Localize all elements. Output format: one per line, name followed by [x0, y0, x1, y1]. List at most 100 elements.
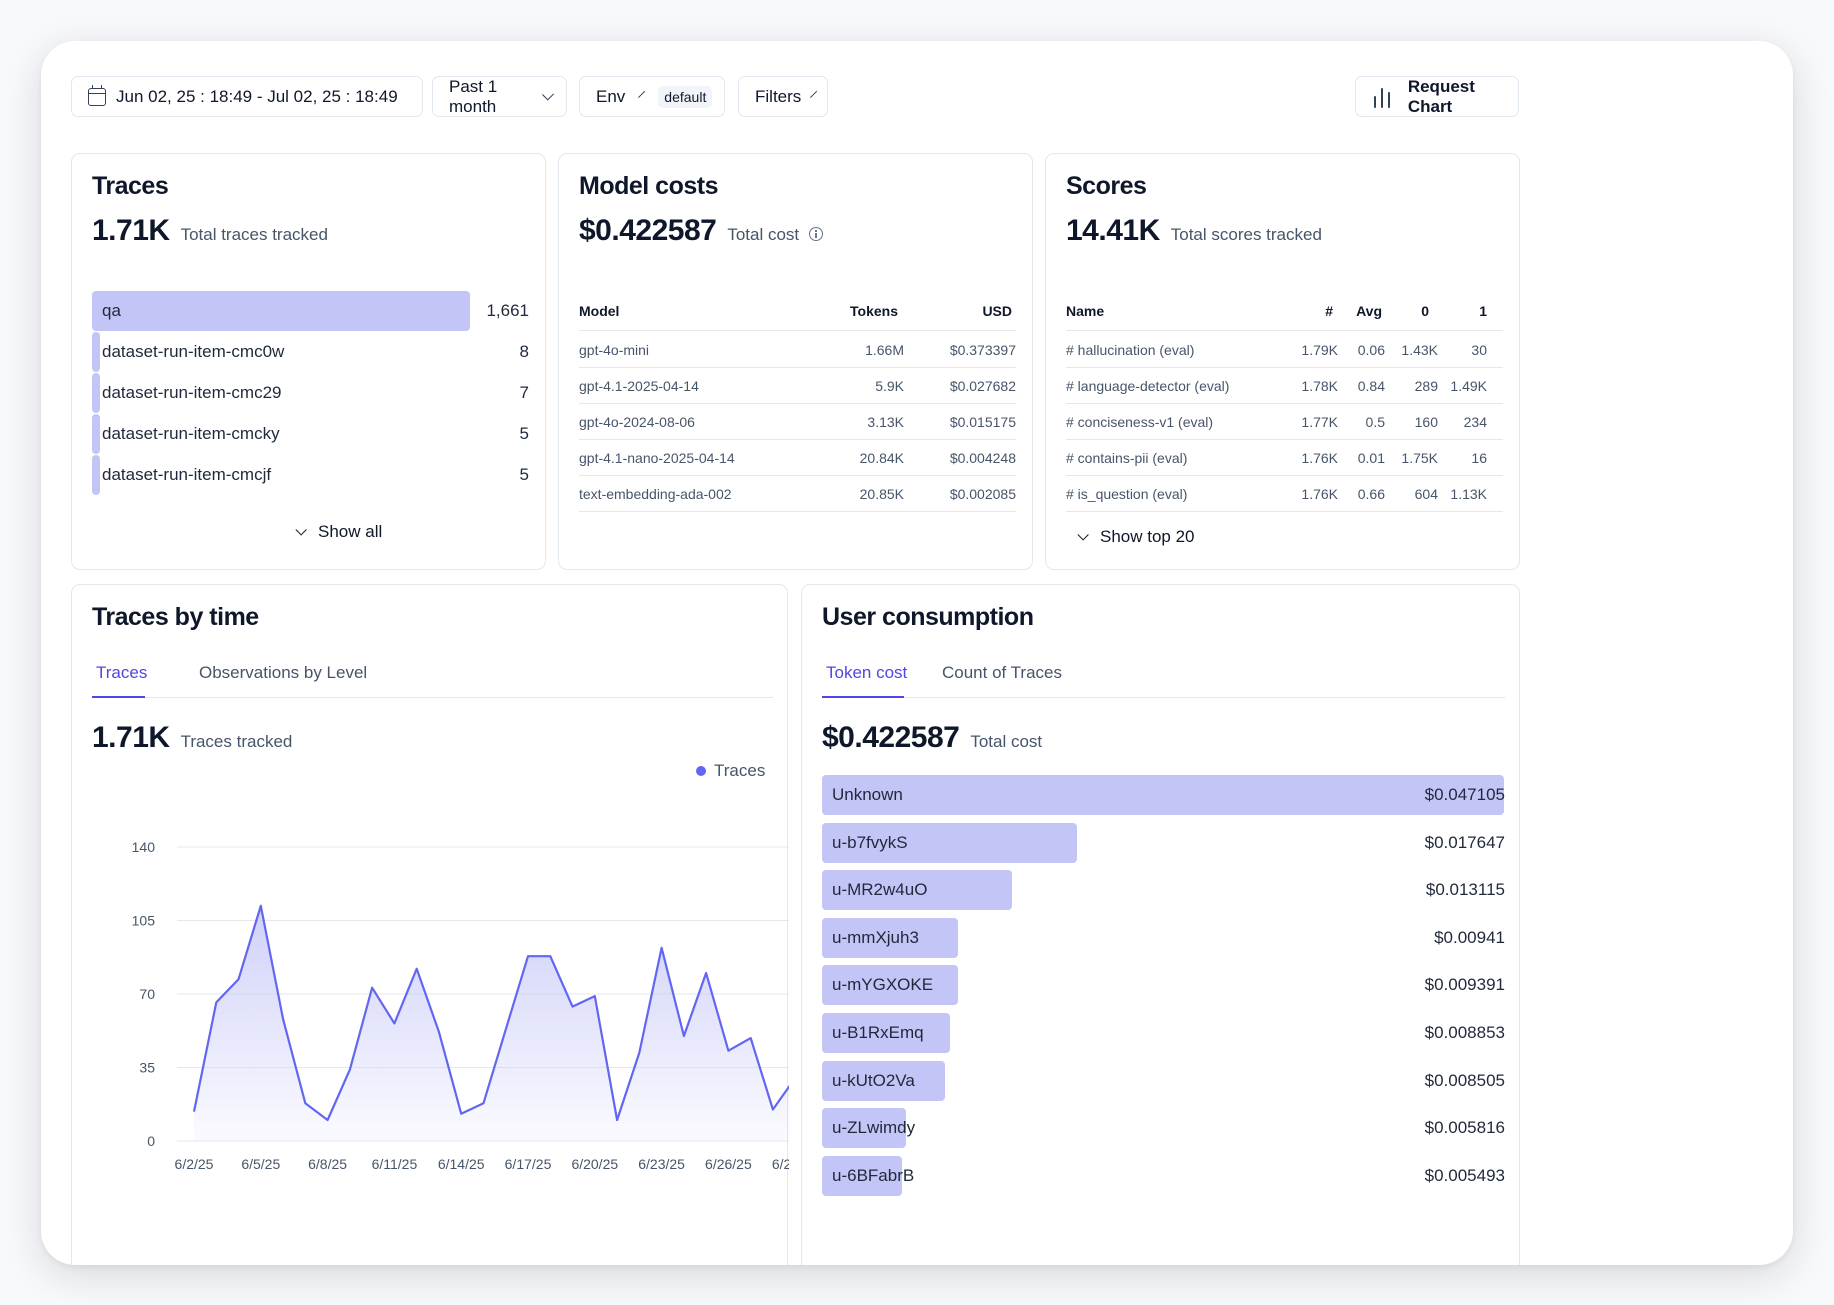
table-cell: 1.66M [865, 342, 904, 358]
tab-token-cost[interactable]: Token cost [826, 663, 908, 682]
user-consumption-item[interactable]: u-6BFabrB $0.005493 [822, 1155, 1505, 1196]
metric-value: 1.71K [92, 721, 170, 754]
user-consumption-item[interactable]: u-mmXjuh3 $0.00941 [822, 917, 1505, 958]
dashboard-window: Jun 02, 25 : 18:49 - Jul 02, 25 : 18:49 … [41, 41, 1793, 1265]
traces-line [192, 904, 789, 1122]
table-cell: 20.85K [859, 486, 904, 502]
trace-name: dataset-run-item-cmc0w [102, 342, 285, 361]
card-title: Scores [1066, 172, 1147, 200]
tab-observations-by-level[interactable]: Observations by Level [199, 663, 368, 682]
metric-value: $0.422587 [579, 214, 717, 247]
chevron-down-icon [1077, 529, 1089, 541]
trace-count: 5 [519, 424, 529, 443]
trace-list-item[interactable]: dataset-run-item-cmc0w 8 [92, 332, 529, 372]
table-cell: 1.75K [1401, 450, 1438, 466]
user-consumption-item[interactable]: u-ZLwimdy $0.005816 [822, 1108, 1505, 1149]
x-tick-label: 6/5/25 [241, 1156, 280, 1172]
chart-legend: Traces [696, 761, 765, 781]
user-cost: $0.005493 [1424, 1165, 1505, 1185]
table-row: text-embedding-ada-002 20.85K $0.002085 [579, 476, 1016, 512]
x-tick-label: 6/2/25 [175, 1156, 214, 1172]
table-cell: # contains-pii (eval) [1066, 450, 1188, 466]
tab-count-of-traces[interactable]: Count of Traces [942, 663, 1063, 682]
table-cell: $0.004248 [949, 450, 1016, 466]
table-cell: 0.84 [1357, 378, 1385, 394]
table-header: Model Tokens USD [579, 291, 1016, 331]
user-cost-bar [822, 1155, 902, 1196]
env-select[interactable]: Env default [579, 76, 725, 117]
table-cell: # hallucination (eval) [1066, 342, 1195, 358]
date-range-text: Jun 02, 25 : 18:49 - Jul 02, 25 : 18:49 [116, 86, 398, 106]
traces-metric: 1.71K Total traces tracked [92, 214, 328, 248]
table-cell: 20.84K [859, 450, 904, 466]
user-name: Unknown [832, 785, 903, 804]
filters-label: Filters [755, 86, 802, 106]
user-consumption-item[interactable]: u-b7fvykS $0.017647 [822, 822, 1505, 863]
y-tick-label: 0 [147, 1133, 155, 1149]
filters-button[interactable]: Filters [738, 76, 828, 117]
table-cell: 234 [1463, 414, 1487, 430]
column-header: # [1325, 303, 1333, 319]
table-cell: $0.015175 [949, 414, 1016, 430]
show-top-button[interactable]: Show top 20 [1077, 527, 1195, 547]
user-name: u-kUtO2Va [832, 1070, 915, 1090]
metric-label: Total traces tracked [180, 225, 328, 244]
y-tick-label: 105 [132, 913, 156, 929]
user-consumption-item[interactable]: u-kUtO2Va $0.008505 [822, 1060, 1505, 1101]
table-row: gpt-4.1-2025-04-14 5.9K $0.027682 [579, 368, 1016, 404]
table-cell: $0.373397 [949, 342, 1016, 358]
x-tick-label: 6/8/25 [308, 1156, 347, 1172]
active-tab-indicator [92, 696, 145, 698]
table-row: gpt-4.1-nano-2025-04-14 20.84K $0.004248 [579, 440, 1016, 476]
y-tick-label: 35 [139, 1060, 155, 1076]
x-tick-label: 6/11/25 [372, 1156, 418, 1172]
table-cell: $0.002085 [949, 486, 1016, 502]
trace-list-item[interactable]: dataset-run-item-cmcky 5 [92, 414, 529, 454]
metric-label: Total scores tracked [1170, 225, 1322, 244]
x-tick-label: 6/20/25 [571, 1156, 618, 1172]
scores-metric: 14.41K Total scores tracked [1066, 214, 1322, 248]
y-tick-label: 140 [132, 839, 156, 855]
trace-name: dataset-run-item-cmcky [102, 424, 280, 443]
user-consumption-item[interactable]: Unknown $0.047105 [822, 775, 1505, 815]
show-all-button[interactable]: Show all [295, 522, 382, 542]
table-cell: 289 [1414, 378, 1438, 394]
metric-value: $0.422587 [822, 721, 960, 754]
dashboard: Jun 02, 25 : 18:49 - Jul 02, 25 : 18:49 … [71, 76, 1768, 1265]
user-name: u-B1RxEmq [832, 1023, 924, 1042]
user-consumption-card: User consumption Token cost Count of Tra… [801, 584, 1520, 1265]
period-select[interactable]: Past 1 month [432, 76, 567, 117]
user-name: u-b7fvykS [832, 832, 908, 852]
column-header: Tokens [850, 303, 898, 319]
user-consumption-item[interactable]: u-MR2w4uO $0.013115 [822, 870, 1505, 911]
user-cost: $0.00941 [1434, 927, 1505, 947]
trace-list-item[interactable]: qa 1,661 [92, 291, 529, 331]
trace-list-item[interactable]: dataset-run-item-cmcjf 5 [92, 455, 529, 495]
card-title: Traces by time [92, 603, 259, 631]
date-range-picker[interactable]: Jun 02, 25 : 18:49 - Jul 02, 25 : 18:49 [71, 76, 423, 117]
table-cell: 1.13K [1450, 486, 1487, 502]
table-row: # contains-pii (eval) 1.76K 0.01 1.75K 16 [1066, 440, 1503, 476]
env-label: Env [596, 86, 626, 106]
table-cell: 0.06 [1357, 342, 1385, 358]
table-cell: gpt-4.1-2025-04-14 [579, 378, 699, 394]
chevron-down-icon [638, 90, 646, 98]
table-cell: # conciseness-v1 (eval) [1066, 414, 1214, 430]
chevron-down-icon [810, 90, 818, 98]
table-cell: 30 [1471, 342, 1487, 358]
column-header: USD [982, 303, 1012, 319]
trace-list-item[interactable]: dataset-run-item-cmc29 7 [92, 373, 529, 413]
table-row: # language-detector (eval) 1.78K 0.84 289 1.… [1066, 368, 1503, 404]
request-chart-button[interactable]: Request Chart [1355, 76, 1519, 117]
table-cell: 604 [1414, 486, 1438, 502]
info-icon[interactable] [809, 227, 824, 241]
period-text: Past 1 month [449, 76, 498, 116]
table-cell: gpt-4o-2024-08-06 [579, 414, 695, 430]
table-row: gpt-4o-2024-08-06 3.13K $0.015175 [579, 404, 1016, 440]
column-header: Avg [1356, 303, 1382, 319]
user-consumption-item[interactable]: u-mYGXOKE $0.009391 [822, 965, 1505, 1006]
tab-traces[interactable]: Traces [96, 663, 148, 682]
table-cell: 160 [1414, 414, 1438, 430]
table-cell: 0.01 [1357, 450, 1385, 466]
user-consumption-item[interactable]: u-B1RxEmq $0.008853 [822, 1013, 1505, 1053]
